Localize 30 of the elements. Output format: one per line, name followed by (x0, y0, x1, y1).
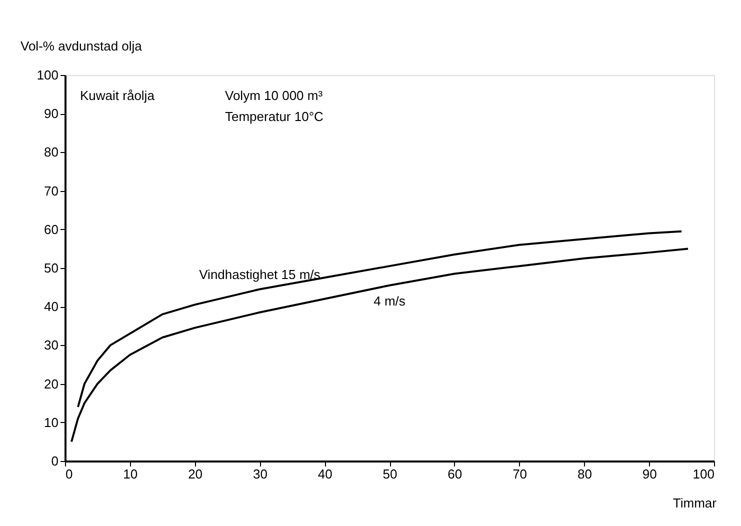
line-series (76, 230, 683, 408)
y-tick-label: 100 (36, 68, 58, 82)
x-tick-label: 70 (512, 466, 528, 482)
y-tick-label: 50 (44, 260, 58, 276)
x-tick-label: 50 (382, 466, 398, 482)
x-tick-label: 10 (123, 466, 138, 482)
y-axis-title: Vol-% avdunstad olja (20, 38, 143, 54)
x-tick-label: 100 (692, 466, 714, 482)
y-tick-label: 10 (44, 414, 58, 430)
y-tick-label: 60 (44, 222, 58, 237)
x-tick-label: 90 (642, 466, 657, 482)
y-tick-label: 70 (44, 183, 58, 198)
y-tick-label: 30 (44, 338, 58, 353)
y-tick-label: 80 (44, 144, 58, 160)
x-tick-label: 60 (448, 466, 462, 482)
x-tick-label: 40 (318, 466, 332, 482)
annotation: Volym 10 000 m³ (225, 88, 324, 103)
y-tick-label: 40 (44, 299, 58, 314)
annotation: Kuwait råolja (80, 88, 156, 103)
x-tick-label: 20 (188, 466, 203, 482)
x-axis-title: Timmar (672, 496, 718, 510)
series-label: 4 m/s (374, 293, 406, 308)
y-tick-label: 90 (44, 106, 58, 122)
y-tick-label: 20 (44, 376, 58, 392)
x-tick-label: 30 (252, 466, 268, 482)
x-tick-label: 0 (66, 466, 73, 482)
line-series (70, 248, 690, 443)
annotation: Temperatur 10°C (225, 109, 324, 124)
y-tick-label: 0 (51, 454, 58, 468)
x-tick-label: 80 (577, 466, 592, 482)
